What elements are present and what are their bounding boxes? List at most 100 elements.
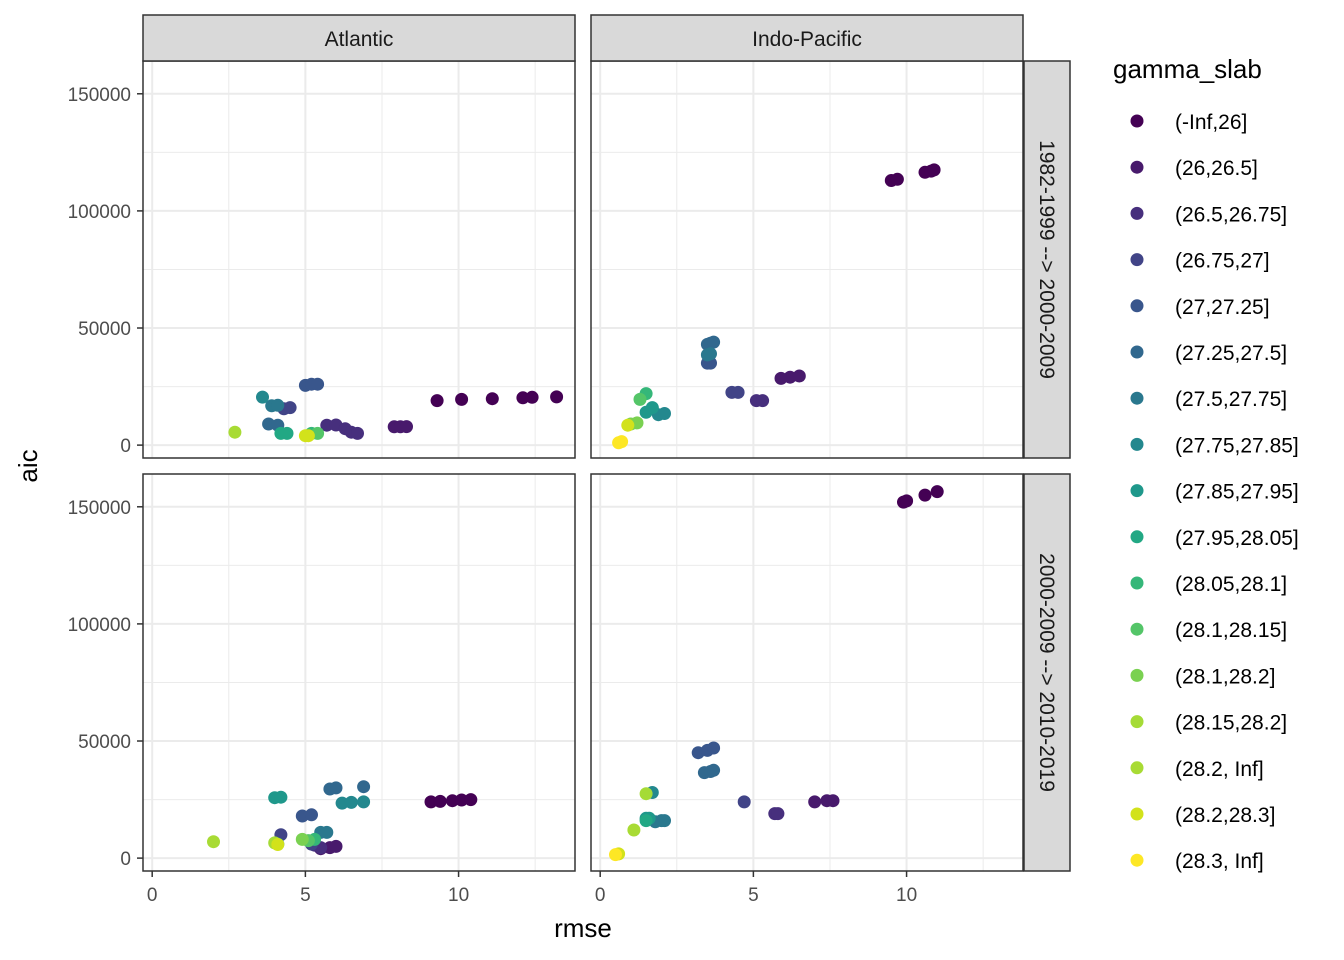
panel-1-1 [591, 474, 1023, 871]
data-point [826, 794, 840, 808]
legend-label: (26.75,27] [1175, 250, 1270, 273]
data-point [737, 795, 751, 809]
y-tick-label: 50000 [78, 319, 131, 340]
panel-1-0 [143, 474, 575, 871]
data-point [927, 163, 941, 177]
legend-label: (26,26.5] [1175, 157, 1258, 180]
data-point [731, 385, 745, 399]
legend-key [1130, 160, 1144, 174]
legend-key [1130, 391, 1144, 405]
data-point [658, 407, 671, 420]
y-tick-label: 0 [120, 849, 131, 870]
legend-label: (27.95,28.05] [1175, 527, 1299, 550]
facet-strip-row [1023, 473, 1071, 872]
data-point [433, 794, 447, 808]
legend-label: (-Inf,26] [1175, 111, 1247, 134]
legend-title: gamma_slab [1113, 54, 1262, 84]
data-point [430, 394, 444, 408]
legend-key [1130, 484, 1144, 498]
data-point [516, 391, 530, 405]
legend-label: (27.85,27.95] [1175, 481, 1299, 504]
data-point [311, 377, 325, 391]
data-point [639, 814, 653, 828]
data-point [274, 790, 288, 804]
legend-label: (27,27.25] [1175, 296, 1270, 319]
legend-label: (26.5,26.75] [1175, 203, 1287, 226]
y-tick-label: 150000 [68, 498, 131, 519]
legend-label: (28.05,28.1] [1175, 573, 1287, 596]
legend-key [1130, 345, 1144, 359]
data-point [707, 335, 721, 349]
data-point [550, 390, 564, 404]
data-point [400, 420, 413, 434]
data-point [464, 793, 478, 807]
data-point [771, 807, 785, 821]
data-point [658, 814, 671, 828]
data-point [320, 418, 334, 432]
panel-background [591, 474, 1023, 871]
series-0-0 [228, 377, 564, 443]
data-point [930, 485, 944, 499]
legend-key [1130, 253, 1144, 267]
y-tick-label: 0 [120, 436, 131, 457]
data-point [609, 848, 622, 862]
data-point [280, 426, 294, 440]
data-point [918, 488, 932, 502]
data-point [639, 787, 653, 801]
facet-label-row: 1982-1999 --> 2000-2009 [1035, 140, 1058, 379]
panel-0-1 [591, 61, 1023, 458]
legend-label: (27.25,27.5] [1175, 342, 1287, 365]
facet-label-row: 2000-2009 --> 2010-2019 [1035, 553, 1058, 792]
data-point [890, 172, 904, 186]
legend-label: (28.3, Inf] [1175, 850, 1264, 873]
series-1-0 [207, 780, 478, 856]
data-point [707, 763, 721, 777]
x-tick-label: 10 [896, 885, 917, 906]
legend-key [1130, 437, 1144, 451]
legend-label: (28.1,28.15] [1175, 619, 1287, 642]
legend-key [1130, 530, 1144, 544]
y-tick-label: 50000 [78, 732, 131, 753]
data-point [792, 369, 806, 383]
data-point [271, 398, 285, 412]
legend-label: (28.2,28.3] [1175, 804, 1275, 827]
panel-border [590, 473, 1024, 872]
legend-key [1130, 299, 1144, 313]
data-point [295, 832, 309, 846]
data-point [756, 394, 770, 408]
facet-label-column: Indo-Pacific [752, 28, 862, 51]
series-0-1 [612, 163, 941, 450]
data-point [455, 392, 469, 406]
x-tick-label: 5 [748, 885, 759, 906]
data-point [329, 781, 343, 795]
data-point [351, 426, 364, 440]
data-point [633, 392, 647, 406]
data-point [424, 795, 438, 809]
data-point [485, 392, 499, 406]
data-point [320, 825, 334, 839]
facet-strip-column [142, 14, 576, 62]
legend-key [1130, 761, 1144, 775]
data-point [344, 795, 358, 809]
data-point [525, 390, 539, 404]
data-point [704, 347, 717, 361]
facet-strip-column [590, 14, 1024, 62]
data-point [645, 401, 659, 415]
facet-strip-row [1023, 60, 1071, 459]
panel-background [143, 474, 575, 871]
legend-key [1130, 576, 1144, 590]
y-axis-title: aic [13, 449, 43, 482]
facet-label-column: Atlantic [325, 28, 394, 51]
legend-key [1130, 206, 1144, 220]
x-tick-label: 5 [300, 885, 311, 906]
legend-key [1130, 114, 1144, 128]
data-point [207, 835, 220, 849]
x-tick-label: 0 [147, 885, 158, 906]
data-point [612, 436, 626, 450]
data-point [357, 780, 371, 794]
legend-label: (28.15,28.2] [1175, 712, 1287, 735]
data-point [707, 741, 721, 755]
x-axis-title: rmse [554, 913, 612, 943]
data-point [900, 494, 914, 508]
